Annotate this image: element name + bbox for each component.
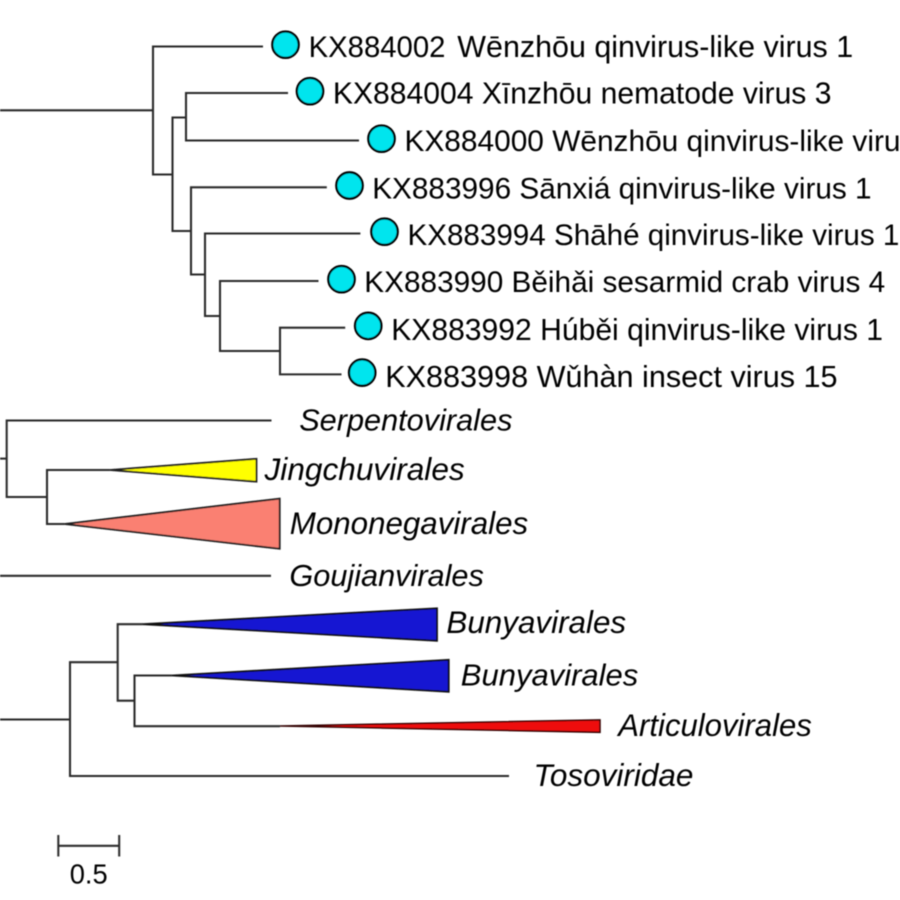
svg-text:KX883998 Wǔhàn insect virus 15: KX883998 Wǔhàn insect virus 15 bbox=[385, 360, 837, 394]
svg-text:Goujianvirales: Goujianvirales bbox=[289, 558, 483, 593]
svg-text:KX884000 Wēnzhōu qinvirus-like: KX884000 Wēnzhōu qinvirus-like virus 2 bbox=[405, 125, 900, 158]
svg-text:Bunyavirales: Bunyavirales bbox=[446, 605, 626, 640]
svg-text:Wēnzhōu qinvirus-like virus 1: Wēnzhōu qinvirus-like virus 1 bbox=[457, 30, 853, 64]
svg-text:Bunyavirales: Bunyavirales bbox=[461, 658, 638, 693]
svg-text:Jingchuvirales: Jingchuvirales bbox=[264, 451, 465, 487]
svg-text:0.5: 0.5 bbox=[70, 858, 108, 889]
svg-text:KX883994 Shāhé qinvirus-like v: KX883994 Shāhé qinvirus-like virus 1 bbox=[408, 219, 900, 252]
svg-text:Articulovirales: Articulovirales bbox=[616, 708, 812, 743]
svg-text:KX883996 Sānxiá qinvirus-like: KX883996 Sānxiá qinvirus-like virus 1 bbox=[372, 172, 871, 205]
svg-text:KX884004 Xīnzhōu nematode viru: KX884004 Xīnzhōu nematode virus 3 bbox=[333, 78, 832, 111]
svg-text:KX884002: KX884002 bbox=[309, 31, 446, 64]
svg-text:Mononegavirales: Mononegavirales bbox=[290, 506, 528, 541]
svg-text:KX883992 Húběi qinvirus-like v: KX883992 Húběi qinvirus-like virus 1 bbox=[391, 314, 883, 347]
svg-text:Tosoviridae: Tosoviridae bbox=[534, 757, 694, 793]
svg-text:Serpentovirales: Serpentovirales bbox=[299, 403, 512, 438]
svg-text:KX883990 Běihǎi sesarmid crab: KX883990 Běihǎi sesarmid crab virus 4 bbox=[364, 266, 885, 299]
